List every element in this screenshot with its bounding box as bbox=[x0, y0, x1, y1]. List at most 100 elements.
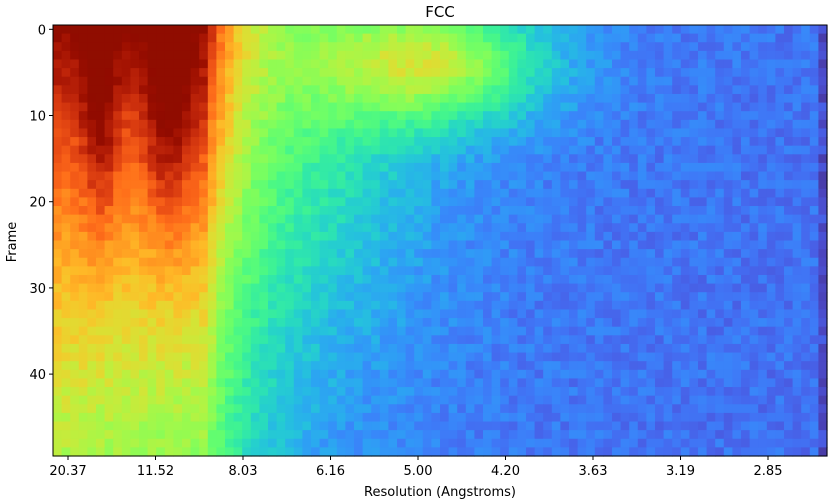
heatmap-cell bbox=[620, 343, 630, 354]
heatmap-cell bbox=[354, 352, 364, 362]
heatmap-cell bbox=[328, 318, 338, 328]
heatmap-cell bbox=[61, 387, 71, 397]
heatmap-cell bbox=[732, 42, 742, 52]
heatmap-cell bbox=[207, 421, 217, 431]
heatmap-cell bbox=[328, 180, 338, 190]
heatmap-cell bbox=[61, 430, 71, 440]
heatmap-cell bbox=[775, 93, 785, 104]
heatmap-cell bbox=[784, 412, 794, 423]
heatmap-cell bbox=[465, 395, 475, 405]
heatmap-cell bbox=[96, 240, 106, 250]
heatmap-cell bbox=[130, 188, 140, 198]
heatmap-cell bbox=[207, 249, 217, 259]
heatmap-cell bbox=[732, 257, 742, 267]
heatmap-cell bbox=[87, 76, 97, 86]
heatmap-cell bbox=[293, 430, 303, 440]
heatmap-cell bbox=[569, 102, 579, 112]
heatmap-cell bbox=[775, 266, 785, 276]
heatmap-cell bbox=[620, 352, 630, 362]
heatmap-cell bbox=[663, 335, 673, 345]
heatmap-cell bbox=[448, 59, 458, 69]
heatmap-cell bbox=[448, 162, 458, 173]
heatmap-cell bbox=[758, 292, 768, 302]
heatmap-cell bbox=[543, 145, 553, 155]
heatmap-cell bbox=[723, 137, 733, 147]
heatmap-cell bbox=[293, 361, 303, 371]
heatmap-cell bbox=[551, 59, 561, 69]
heatmap-cell bbox=[397, 197, 407, 207]
heatmap-cell bbox=[405, 292, 415, 302]
heatmap-cell bbox=[156, 68, 166, 78]
heatmap-cell bbox=[526, 33, 536, 43]
heatmap-cell bbox=[345, 33, 355, 43]
heatmap-cell bbox=[517, 93, 527, 104]
heatmap-cell bbox=[199, 206, 209, 216]
heatmap-cell bbox=[371, 102, 381, 112]
heatmap-cell bbox=[319, 119, 329, 130]
heatmap-cell bbox=[121, 171, 131, 181]
heatmap-cell bbox=[491, 326, 501, 336]
heatmap-cell bbox=[792, 111, 802, 121]
heatmap-cell bbox=[336, 335, 346, 345]
heatmap-cell bbox=[139, 249, 149, 259]
heatmap-cell bbox=[96, 171, 106, 181]
heatmap-cell bbox=[706, 249, 716, 259]
heatmap-cell bbox=[104, 283, 114, 293]
heatmap-cell bbox=[723, 188, 733, 198]
heatmap-cell bbox=[311, 309, 321, 319]
heatmap-cell bbox=[612, 33, 622, 43]
heatmap-cell bbox=[706, 361, 716, 371]
heatmap-cell bbox=[78, 93, 88, 104]
heatmap-cell bbox=[78, 421, 88, 431]
heatmap-cell bbox=[689, 404, 699, 414]
heatmap-cell bbox=[758, 283, 768, 293]
heatmap-cell bbox=[543, 335, 553, 345]
heatmap-cell bbox=[672, 257, 682, 267]
heatmap-cell bbox=[113, 257, 123, 267]
heatmap-cell bbox=[285, 137, 295, 147]
heatmap-cell bbox=[104, 76, 114, 86]
heatmap-cell bbox=[534, 93, 544, 104]
heatmap-cell bbox=[431, 154, 441, 164]
heatmap-cell bbox=[61, 128, 71, 138]
heatmap-cell bbox=[809, 292, 819, 302]
heatmap-cell bbox=[121, 197, 131, 207]
heatmap-cell bbox=[775, 50, 785, 61]
heatmap-cell bbox=[457, 68, 467, 78]
heatmap-cell bbox=[422, 343, 432, 354]
heatmap-cell bbox=[474, 42, 484, 52]
heatmap-cell bbox=[388, 318, 398, 328]
heatmap-cell bbox=[792, 326, 802, 336]
heatmap-cell bbox=[749, 93, 759, 104]
heatmap-cell bbox=[448, 369, 458, 380]
heatmap-cell bbox=[723, 309, 733, 319]
heatmap-cell bbox=[147, 438, 157, 448]
heatmap-cell bbox=[414, 335, 424, 345]
heatmap-cell bbox=[818, 50, 828, 61]
heatmap-cell bbox=[672, 300, 682, 311]
heatmap-cell bbox=[715, 369, 725, 380]
heatmap-cell bbox=[680, 326, 690, 336]
heatmap-cell bbox=[285, 111, 295, 121]
heatmap-cell bbox=[758, 361, 768, 371]
heatmap-cell bbox=[440, 309, 450, 319]
heatmap-cell bbox=[139, 197, 149, 207]
heatmap-cell bbox=[732, 292, 742, 302]
heatmap-cell bbox=[173, 404, 183, 414]
heatmap-cell bbox=[706, 274, 716, 285]
heatmap-cell bbox=[225, 50, 235, 61]
heatmap-cell bbox=[233, 25, 243, 35]
heatmap-cell bbox=[147, 369, 157, 380]
heatmap-cell bbox=[560, 447, 570, 457]
heatmap-cell bbox=[414, 68, 424, 78]
heatmap-cell bbox=[216, 137, 226, 147]
heatmap-cell bbox=[397, 249, 407, 259]
heatmap-cell bbox=[130, 50, 140, 61]
heatmap-cell bbox=[96, 102, 106, 112]
heatmap-cell bbox=[543, 266, 553, 276]
heatmap-cell bbox=[397, 50, 407, 61]
heatmap-cell bbox=[147, 447, 157, 457]
heatmap-cell bbox=[190, 25, 200, 35]
heatmap-cell bbox=[646, 438, 656, 448]
heatmap-cell bbox=[78, 197, 88, 207]
